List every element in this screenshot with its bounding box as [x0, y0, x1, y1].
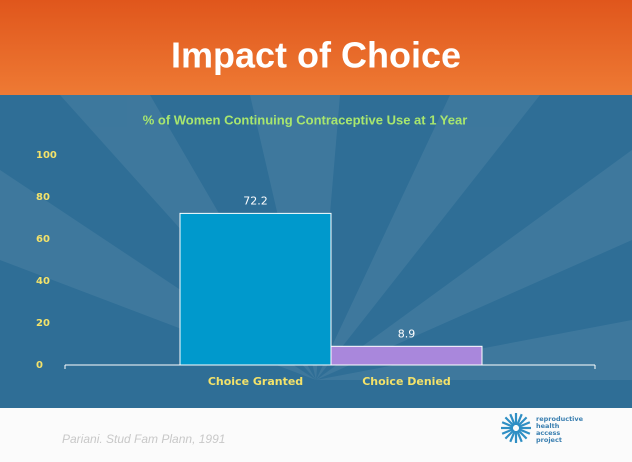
- y-tick-label: 20: [36, 318, 50, 329]
- logo-ray: [517, 416, 528, 427]
- logo-mark: [501, 413, 531, 443]
- y-tick-label: 60: [36, 234, 50, 245]
- logo-ray: [509, 413, 516, 426]
- bar: [179, 212, 332, 366]
- logo-text: reproductive: [536, 415, 584, 423]
- logo-ray: [518, 421, 531, 428]
- value-label: 72.2: [243, 194, 268, 207]
- logo-ray: [504, 429, 515, 440]
- logo-ray: [518, 428, 531, 435]
- y-tick-label: 40: [36, 276, 50, 287]
- chart-title: % of Women Continuing Contraceptive Use …: [143, 112, 468, 127]
- bar: [330, 345, 483, 366]
- y-tick-label: 80: [36, 192, 50, 203]
- value-label: 8.9: [398, 327, 416, 340]
- logo-ray: [504, 416, 515, 427]
- footer-band: [0, 408, 632, 462]
- logo-ray: [517, 429, 528, 440]
- y-tick-label: 0: [36, 360, 43, 371]
- logo-text: project: [536, 436, 562, 444]
- y-tick-label: 100: [36, 150, 57, 161]
- logo-ray: [516, 430, 523, 443]
- header-band: [0, 0, 632, 95]
- x-tick-label: Choice Granted: [208, 375, 303, 388]
- x-tick-label: Choice Denied: [362, 375, 451, 388]
- logo-text: access: [536, 429, 560, 437]
- logo-ray: [501, 421, 514, 428]
- slide-title: Impact of Choice: [171, 35, 461, 76]
- citation: Pariani. Stud Fam Plann, 1991: [62, 432, 225, 446]
- logo-ray: [501, 428, 514, 435]
- logo-text: health: [536, 422, 560, 430]
- logo-ray: [509, 430, 516, 443]
- logo-ray: [516, 413, 523, 426]
